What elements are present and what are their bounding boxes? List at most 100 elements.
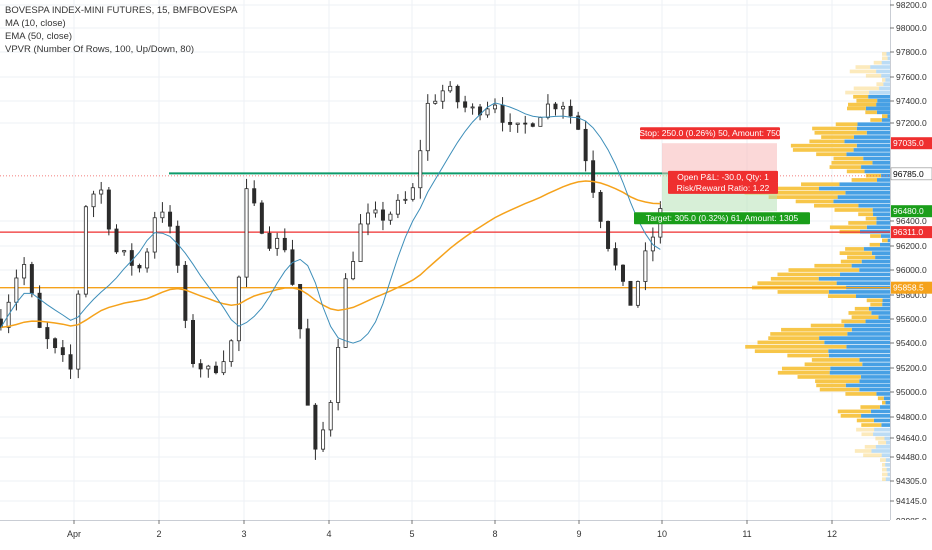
vp-up-bar: [828, 349, 890, 354]
candle-body: [440, 90, 445, 102]
vp-up-bar: [853, 135, 890, 139]
vp-down-bar: [854, 306, 869, 311]
price-axis: 98200.0 98000.0 97800.0 97600.0 97400.0 97200…: [890, 0, 932, 550]
price-tick-label: 96000.0: [896, 265, 927, 275]
price-label-bg: [890, 167, 932, 181]
vp-up-bar: [887, 114, 890, 118]
target-label-text: Target: 305.0 (0.32%) 61, Amount: 1305: [646, 213, 799, 223]
vp-down-bar: [777, 370, 830, 375]
pnl-label: Open P&L: -30.0, Qty: 1: [668, 170, 778, 183]
vp-down-bar: [848, 221, 877, 225]
vp-down-bar: [846, 169, 865, 174]
vp-up-bar: [869, 90, 890, 95]
vp-down-bar: [876, 82, 884, 86]
candle-body: [635, 281, 640, 306]
price-tick-label: 97400.0: [896, 96, 927, 106]
vp-up-bar: [868, 94, 890, 99]
candle-body: [236, 276, 241, 342]
vp-up-bar: [881, 423, 890, 427]
candle-body: [583, 128, 588, 162]
candle-body: [530, 123, 535, 127]
time-tick-label: 11: [742, 529, 751, 539]
stop-label-text: Stop: 250.0 (0.26%) 50, Amount: 750: [639, 128, 781, 138]
vp-up-bar: [837, 195, 890, 199]
vp-down-bar: [809, 139, 845, 144]
vp-down-bar: [757, 281, 837, 286]
vp-up-bar: [879, 405, 890, 409]
candle-body: [492, 104, 497, 110]
vp-down-bar: [781, 327, 852, 332]
vp-up-bar: [844, 323, 890, 328]
vp-up-bar: [876, 69, 890, 74]
vp-up-bar: [873, 432, 890, 437]
vp-up-bar: [872, 160, 890, 165]
time-tick-label: 4: [326, 529, 331, 539]
candle-body: [160, 211, 165, 219]
target-label-bg: [634, 212, 810, 225]
vp-up-bar: [859, 387, 890, 392]
candle-body: [358, 223, 363, 262]
vp-up-bar: [881, 118, 890, 122]
vp-up-bar: [858, 203, 890, 208]
vp-up-bar: [881, 73, 890, 78]
candle-body: [114, 228, 119, 253]
vp-down-bar: [865, 73, 882, 78]
candle-body: [183, 264, 188, 321]
vp-down-bar: [882, 477, 886, 482]
time-tick-label: 10: [657, 529, 667, 539]
candle-body: [91, 193, 96, 208]
candle-body: [545, 103, 550, 118]
price-tick-label: 94640.0: [896, 433, 927, 443]
vp-up-bar: [875, 255, 890, 260]
vp-down-bar: [856, 418, 874, 423]
vp-down-bar: [833, 156, 864, 161]
vp-down-bar: [882, 52, 887, 56]
vp-up-bar: [864, 169, 890, 174]
vp-up-bar: [881, 60, 890, 65]
vp-up-bar: [818, 276, 890, 281]
vp-up-bar: [880, 234, 890, 238]
vp-down-bar: [882, 56, 888, 61]
vp-up-bar: [875, 444, 890, 449]
vp-up-bar: [828, 353, 890, 358]
vp-up-bar: [847, 332, 890, 336]
vp-down-bar: [880, 458, 886, 462]
vp-up-bar: [886, 52, 890, 56]
vp-up-bar: [862, 362, 890, 367]
candle-body: [313, 404, 318, 450]
vp-down-bar: [777, 290, 829, 294]
vp-down-bar: [770, 332, 848, 336]
candle-body: [418, 150, 423, 189]
vp-up-bar: [856, 143, 890, 148]
vp-down-bar: [840, 414, 862, 418]
candle-body: [45, 327, 50, 340]
vp-down-bar: [814, 203, 859, 208]
price-tick-label: 95400.0: [896, 338, 927, 348]
vp-up-bar: [872, 208, 890, 212]
candle-body: [463, 101, 468, 108]
candle-body: [403, 198, 408, 201]
price-axis-bg: [890, 0, 932, 550]
candle-body: [561, 105, 566, 110]
vp-down-bar: [870, 118, 882, 122]
time-axis-bg: [0, 520, 932, 550]
vp-down-bar: [754, 349, 829, 354]
vp-down-bar: [757, 340, 825, 345]
vp-up-bar: [840, 272, 890, 277]
vp-up-bar: [863, 247, 890, 251]
vp-down-bar: [841, 319, 866, 324]
vp-up-bar: [861, 165, 890, 169]
candle-body: [598, 191, 603, 222]
vp-down-bar: [781, 366, 831, 371]
vp-down-bar: [853, 94, 869, 99]
vp-down-bar: [795, 199, 834, 204]
vp-up-bar: [883, 396, 890, 401]
vp-down-bar: [788, 268, 860, 272]
vp-down-bar: [882, 472, 888, 477]
vp-down-bar: [847, 106, 866, 111]
vp-down-bar: [870, 302, 883, 307]
vp-down-bar: [847, 255, 876, 260]
candle-body: [37, 292, 42, 328]
candle-body: [244, 188, 249, 278]
